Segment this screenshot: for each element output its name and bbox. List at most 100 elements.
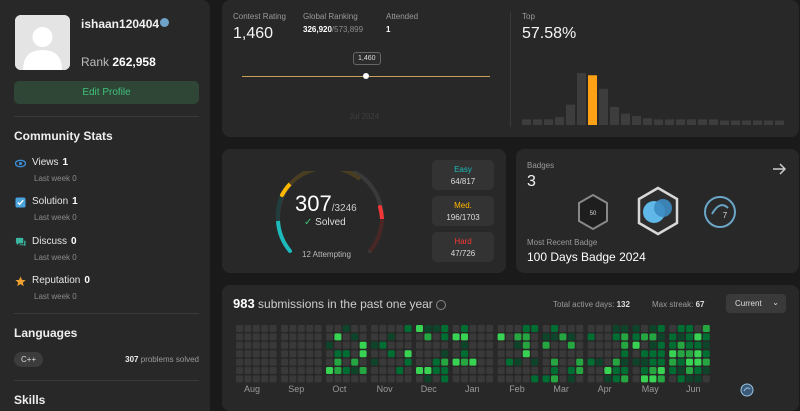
- 100-days-badge-icon[interactable]: [636, 186, 680, 236]
- heatmap-cell[interactable]: [576, 358, 584, 366]
- heatmap-cell[interactable]: [469, 358, 477, 366]
- heatmap-cell[interactable]: [404, 325, 412, 332]
- heatmap-cell[interactable]: [497, 375, 505, 383]
- heatmap-cell[interactable]: [641, 367, 648, 374]
- heatmap-cell[interactable]: [632, 341, 640, 349]
- heatmap-cell[interactable]: [252, 375, 260, 383]
- heatmap-cell[interactable]: [289, 375, 297, 383]
- heatmap-cell[interactable]: [649, 333, 657, 341]
- heatmap-cell[interactable]: [604, 341, 612, 349]
- heatmap-cell[interactable]: [261, 333, 269, 341]
- heatmap-cell[interactable]: [551, 325, 558, 332]
- heatmap-cell[interactable]: [477, 358, 485, 366]
- heatmap-cell[interactable]: [677, 333, 685, 341]
- heatmap-cell[interactable]: [551, 341, 558, 349]
- heatmap-cell[interactable]: [424, 375, 432, 383]
- heatmap-cell[interactable]: [404, 333, 412, 341]
- heatmap-cell[interactable]: [432, 333, 440, 341]
- heatmap-cell[interactable]: [359, 333, 367, 341]
- heatmap-cell[interactable]: [461, 325, 468, 332]
- heatmap-cell[interactable]: [244, 341, 252, 349]
- heatmap-cell[interactable]: [612, 367, 620, 374]
- heatmap-cell[interactable]: [289, 367, 297, 374]
- heatmap-cell[interactable]: [334, 341, 342, 349]
- heatmap-cell[interactable]: [506, 333, 513, 341]
- heatmap-cell[interactable]: [657, 367, 665, 374]
- heatmap-cell[interactable]: [477, 350, 485, 358]
- heatmap-cell[interactable]: [702, 341, 710, 349]
- heatmap-cell[interactable]: [514, 341, 522, 349]
- heatmap-cell[interactable]: [522, 333, 530, 341]
- heatmap-cell[interactable]: [694, 367, 702, 374]
- heatmap-cell[interactable]: [306, 358, 314, 366]
- heatmap-cell[interactable]: [416, 367, 423, 374]
- heatmap-cell[interactable]: [514, 367, 522, 374]
- heatmap-cell[interactable]: [326, 325, 333, 332]
- heatmap-cell[interactable]: [416, 350, 423, 358]
- heatmap-cell[interactable]: [469, 367, 477, 374]
- heatmap-cell[interactable]: [252, 350, 260, 358]
- heatmap-cell[interactable]: [677, 367, 685, 374]
- heatmap-cell[interactable]: [261, 358, 269, 366]
- heatmap-cell[interactable]: [269, 358, 277, 366]
- heatmap-cell[interactable]: [452, 358, 460, 366]
- heatmap-cell[interactable]: [306, 341, 314, 349]
- heatmap-cell[interactable]: [289, 333, 297, 341]
- heatmap-cell[interactable]: [387, 350, 395, 358]
- heatmap-cell[interactable]: [531, 367, 539, 374]
- heatmap-cell[interactable]: [396, 358, 404, 366]
- heatmap-cell[interactable]: [506, 367, 513, 374]
- heatmap-cell[interactable]: [452, 350, 460, 358]
- heatmap-cell[interactable]: [244, 358, 252, 366]
- heatmap-cell[interactable]: [657, 375, 665, 383]
- heatmap-cell[interactable]: [326, 350, 333, 358]
- heatmap-cell[interactable]: [432, 358, 440, 366]
- heatmap-cell[interactable]: [334, 325, 342, 332]
- heatmap-cell[interactable]: [477, 375, 485, 383]
- heatmap-cell[interactable]: [649, 350, 657, 358]
- heatmap-cell[interactable]: [694, 325, 702, 332]
- heatmap-cell[interactable]: [506, 375, 513, 383]
- heatmap-cell[interactable]: [387, 333, 395, 341]
- heatmap-cell[interactable]: [326, 341, 333, 349]
- heatmap-cell[interactable]: [351, 341, 359, 349]
- heatmap-cell[interactable]: [452, 333, 460, 341]
- heatmap-cell[interactable]: [359, 367, 367, 374]
- heatmap-cell[interactable]: [416, 375, 423, 383]
- heatmap-cell[interactable]: [596, 333, 603, 341]
- heatmap-cell[interactable]: [596, 350, 603, 358]
- heatmap-cell[interactable]: [506, 350, 513, 358]
- heatmap-cell[interactable]: [351, 333, 359, 341]
- heatmap-cell[interactable]: [396, 333, 404, 341]
- heatmap-cell[interactable]: [404, 350, 412, 358]
- heatmap-cell[interactable]: [297, 325, 305, 332]
- heatmap-cell[interactable]: [604, 367, 612, 374]
- heatmap-cell[interactable]: [576, 333, 584, 341]
- heatmap-cell[interactable]: [441, 341, 449, 349]
- heatmap-cell[interactable]: [612, 358, 620, 366]
- heatmap-cell[interactable]: [497, 350, 505, 358]
- heatmap-cell[interactable]: [461, 375, 468, 383]
- heatmap-cell[interactable]: [576, 325, 584, 332]
- heatmap-cell[interactable]: [371, 325, 378, 332]
- heatmap-cell[interactable]: [694, 350, 702, 358]
- heatmap-cell[interactable]: [587, 358, 595, 366]
- heatmap-cell[interactable]: [334, 358, 342, 366]
- arrow-right-icon[interactable]: [771, 161, 787, 177]
- heatmap-cell[interactable]: [441, 375, 449, 383]
- heatmap-cell[interactable]: [522, 350, 530, 358]
- heatmap-cell[interactable]: [567, 325, 575, 332]
- heatmap-cell[interactable]: [612, 375, 620, 383]
- heatmap-cell[interactable]: [452, 341, 460, 349]
- heatmap-cell[interactable]: [371, 358, 378, 366]
- heatmap-cell[interactable]: [497, 367, 505, 374]
- heatmap-cell[interactable]: [371, 350, 378, 358]
- heatmap-cell[interactable]: [424, 358, 432, 366]
- heatmap-cell[interactable]: [379, 325, 387, 332]
- heatmap-cell[interactable]: [281, 341, 288, 349]
- heatmap-cell[interactable]: [621, 341, 629, 349]
- heatmap-cell[interactable]: [342, 325, 350, 332]
- heatmap-cell[interactable]: [686, 325, 693, 332]
- heatmap-cell[interactable]: [404, 358, 412, 366]
- heatmap-cell[interactable]: [669, 375, 677, 383]
